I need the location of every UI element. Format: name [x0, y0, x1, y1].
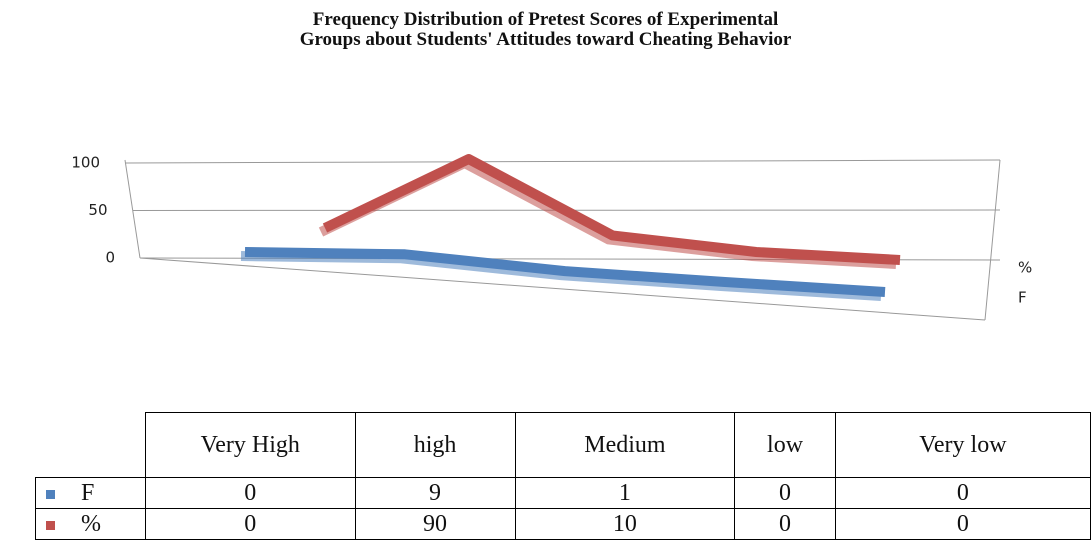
chart: 0 50 100% F — [71, 154, 1032, 321]
legend-label: F — [1018, 289, 1027, 307]
category-cell: high — [354, 412, 516, 478]
category-cell: Medium — [514, 412, 736, 478]
series-name: % — [81, 511, 101, 537]
series-line — [244, 247, 886, 297]
category-cell: low — [734, 412, 836, 478]
value-cell: 1 — [514, 477, 736, 509]
table-corner — [35, 412, 146, 478]
table-header-row: Very High high Medium low Very low — [35, 412, 1091, 478]
series-line — [322, 154, 901, 265]
series-name: F — [81, 480, 95, 506]
legend-key — [46, 489, 55, 499]
y-tick-label: 0 — [105, 249, 115, 267]
data-table: Very High high Medium low Very low F 0 9 1 0 0% 0 90… — [35, 412, 1091, 540]
chart-title: Frequency Distribution of Pretest Scores… — [0, 10, 1091, 50]
value-cell: 0 — [734, 508, 836, 540]
wall-edge — [984, 159, 1001, 321]
floor-edge — [139, 257, 986, 321]
table-row: % 0 90 10 0 0 — [35, 508, 1091, 540]
category-cell: Very High — [144, 412, 356, 478]
grid-line — [124, 159, 1001, 164]
category-cell: Very low — [834, 412, 1091, 478]
legend-label: % — [1018, 259, 1032, 277]
line-side — [318, 157, 897, 269]
title-line: Groups about Students' Attitudes toward … — [299, 29, 792, 50]
y-tick-label: 50 — [88, 201, 107, 219]
y-tick-label: 100 — [71, 154, 100, 172]
value-cell: 0 — [834, 508, 1091, 540]
value-cell: 9 — [354, 477, 516, 509]
value-cell: 90 — [354, 508, 516, 540]
value-cell: 10 — [514, 508, 736, 540]
title-line: Frequency Distribution of Pretest Scores… — [312, 9, 779, 30]
value-cell: 0 — [144, 477, 356, 509]
legend-key — [46, 520, 55, 530]
value-cell: 0 — [734, 477, 836, 509]
row-header: F — [35, 477, 146, 509]
row-header: % — [35, 508, 146, 540]
wall-edge — [124, 159, 141, 259]
value-cell: 0 — [834, 477, 1091, 509]
value-cell: 0 — [144, 508, 356, 540]
